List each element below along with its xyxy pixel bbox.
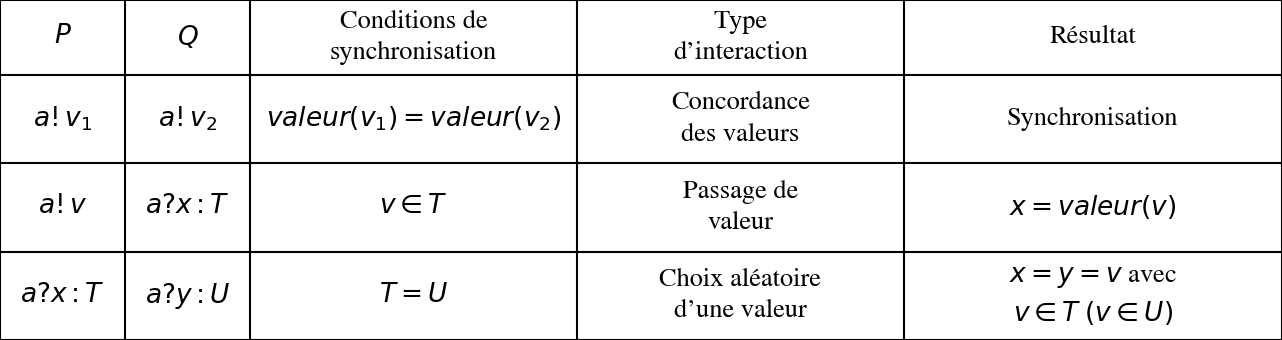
Text: $Q$: $Q$ bbox=[177, 24, 199, 51]
Text: $P$: $P$ bbox=[54, 26, 72, 49]
Text: Résultat: Résultat bbox=[1050, 26, 1136, 49]
Text: Synchronisation: Synchronisation bbox=[1008, 107, 1178, 131]
Text: $a!v_1$: $a!v_1$ bbox=[33, 105, 92, 133]
Text: $T = U$: $T = U$ bbox=[378, 284, 449, 308]
Text: Conditions de
synchronisation: Conditions de synchronisation bbox=[329, 10, 497, 65]
Text: Passage de
valeur: Passage de valeur bbox=[683, 180, 797, 235]
Text: $valeur(v_1) = valeur(v_2)$: $valeur(v_1) = valeur(v_2)$ bbox=[265, 105, 562, 133]
Text: $a?x : T$: $a?x : T$ bbox=[145, 195, 229, 219]
Text: Choix aléatoire
d’une valeur: Choix aléatoire d’une valeur bbox=[659, 268, 822, 323]
Text: $a?x : T$: $a?x : T$ bbox=[21, 284, 105, 308]
Text: Type
d’interaction: Type d’interaction bbox=[673, 10, 808, 65]
Text: $x = y = v$ avec
$v \in T$ $(v \in U)$: $x = y = v$ avec $v \in T$ $(v \in U)$ bbox=[1009, 265, 1177, 327]
Text: $x = valeur(v)$: $x = valeur(v)$ bbox=[1009, 193, 1177, 221]
Text: $a!v$: $a!v$ bbox=[37, 195, 87, 219]
Text: $a!v_2$: $a!v_2$ bbox=[158, 105, 217, 133]
Text: Concordance
des valeurs: Concordance des valeurs bbox=[670, 91, 810, 147]
Text: $a?y : U$: $a?y : U$ bbox=[145, 281, 231, 311]
Text: $v \in T$: $v \in T$ bbox=[379, 195, 447, 219]
